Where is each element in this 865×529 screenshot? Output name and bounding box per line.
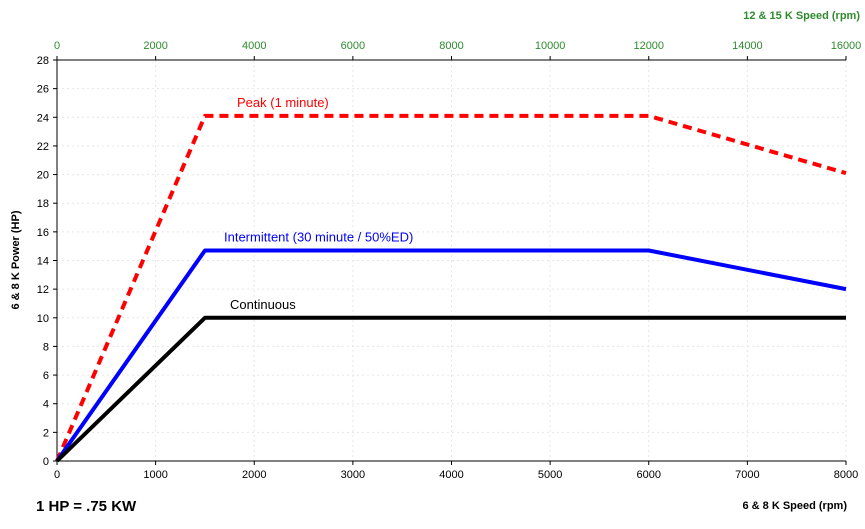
series-label-peak: Peak (1 minute) xyxy=(237,95,329,110)
secondary-x-tick-label: 0 xyxy=(54,40,60,52)
y-tick-label: 8 xyxy=(43,341,49,353)
secondary-x-tick-label: 4000 xyxy=(242,40,266,52)
y-tick-label: 28 xyxy=(37,55,49,67)
x-tick-label: 1000 xyxy=(143,469,167,481)
y-tick-label: 16 xyxy=(37,227,49,239)
secondary-x-tick-label: 12000 xyxy=(633,40,664,52)
y-tick-label: 10 xyxy=(37,313,49,325)
series-label-intermittent: Intermittent (30 minute / 50%ED) xyxy=(224,229,413,244)
y-tick-label: 24 xyxy=(37,112,49,124)
y-tick-label: 6 xyxy=(43,370,49,382)
series-line-peak xyxy=(55,113,847,462)
secondary-x-tick-label: 8000 xyxy=(439,40,463,52)
unit-conversion-note: 1 HP = .75 KW xyxy=(36,498,137,515)
x-tick-label: 2000 xyxy=(242,469,266,481)
series-labels: Peak (1 minute) Intermittent (30 minute /… xyxy=(224,95,413,312)
grid-lines xyxy=(57,59,847,461)
y-tick-label: 14 xyxy=(37,256,49,268)
series-line-intermittent xyxy=(55,248,847,463)
series-lines xyxy=(55,113,847,463)
secondary-x-tick-label: 14000 xyxy=(732,40,763,52)
series-line-continuous xyxy=(55,315,846,463)
x-tick-label: 4000 xyxy=(439,469,463,481)
axes xyxy=(53,56,847,465)
y-tick-label: 2 xyxy=(43,427,49,439)
x-tick-label: 6000 xyxy=(637,469,661,481)
x-tick-label: 7000 xyxy=(735,469,759,481)
y-tick-label: 22 xyxy=(37,141,49,153)
y-tick-label: 26 xyxy=(37,84,49,96)
y-tick-label: 18 xyxy=(37,198,49,210)
secondary-x-tick-label: 10000 xyxy=(535,40,566,52)
x-tick-label: 3000 xyxy=(341,469,365,481)
secondary-x-tick-label: 6000 xyxy=(341,40,365,52)
series-label-continuous: Continuous xyxy=(230,297,296,312)
x-tick-label: 5000 xyxy=(538,469,562,481)
secondary-x-axis-title: 12 & 15 K Speed (rpm) xyxy=(743,10,860,22)
y-tick-label: 0 xyxy=(43,456,49,468)
secondary-x-tick-label: 16000 xyxy=(831,40,862,52)
y-axis-title: 6 & 8 K Power (HP) xyxy=(10,210,22,309)
x-tick-label: 8000 xyxy=(834,469,858,481)
y-tick-label: 12 xyxy=(37,284,49,296)
y-tick-label: 4 xyxy=(43,399,49,411)
x-tick-label: 0 xyxy=(54,469,60,481)
x-axis-title: 6 & 8 K Speed (rpm) xyxy=(742,500,847,512)
y-tick-label: 20 xyxy=(37,170,49,182)
secondary-x-tick-label: 2000 xyxy=(143,40,167,52)
